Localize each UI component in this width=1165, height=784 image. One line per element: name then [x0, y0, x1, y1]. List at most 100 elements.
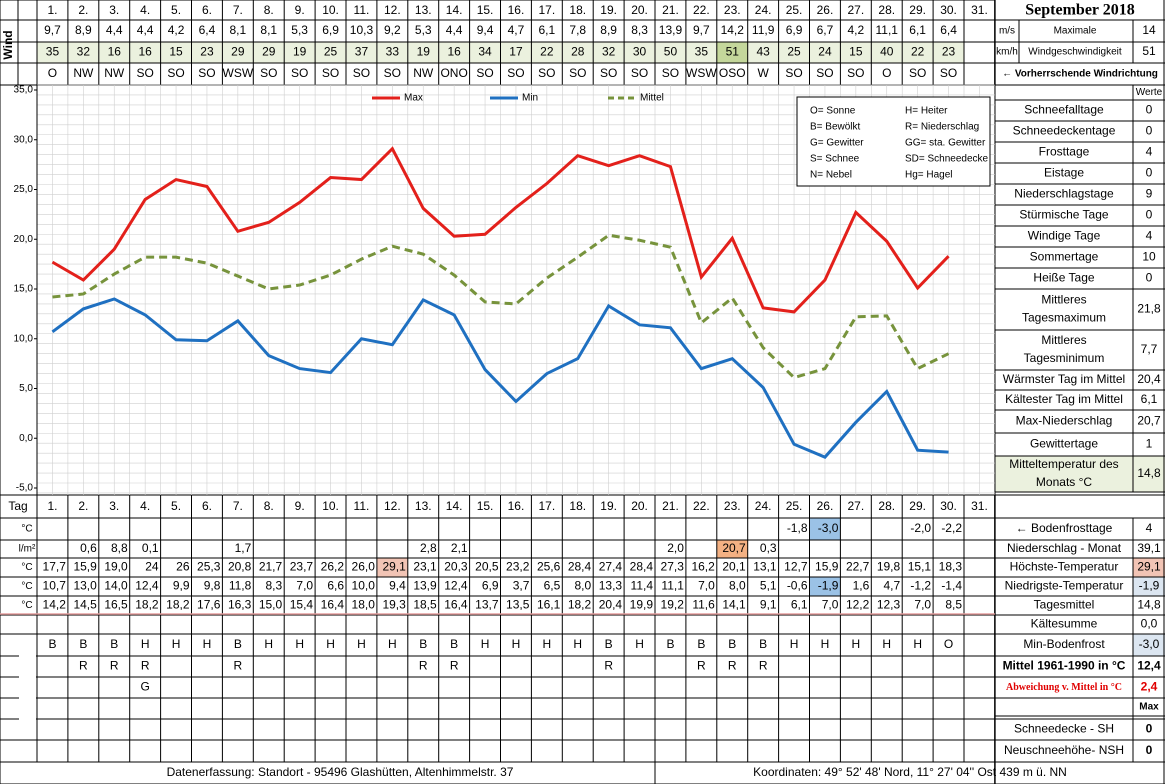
stats-value: 20,7: [1137, 414, 1161, 428]
day-label: 12.: [384, 3, 401, 17]
day-label: 4.: [140, 3, 150, 17]
wind-kmh: 32: [602, 45, 616, 59]
wind-ms: 4,7: [508, 23, 525, 37]
legend-code: H= Heiter: [905, 106, 948, 117]
day-value: 20,4: [599, 598, 623, 612]
wind-direction: SO: [353, 66, 370, 80]
legend-code: O= Sonne: [810, 106, 856, 117]
day-label: 5.: [171, 499, 181, 513]
day-value: 26: [176, 560, 190, 574]
row-label: Tag: [8, 499, 27, 513]
wind-kmh: 25: [324, 45, 338, 59]
day-value: 9,1: [760, 598, 777, 612]
day-label: 28.: [878, 499, 895, 513]
wind-direction: SO: [507, 66, 524, 80]
weather-code: H: [635, 637, 644, 651]
summary-label: Min-Bodenfrost: [1023, 637, 1105, 651]
wind-kmh: 43: [756, 45, 770, 59]
day-value: 7,0: [822, 598, 839, 612]
wind-ms: 8,1: [260, 23, 277, 37]
wind-kmh: 40: [880, 45, 894, 59]
day-label: 25.: [786, 499, 803, 513]
y-tick-label: 0,0: [19, 433, 33, 444]
day-label: 27.: [848, 3, 865, 17]
wind-ms: 6,7: [817, 23, 834, 37]
wind-direction: WSW: [686, 66, 717, 80]
stats-value: 14,8: [1137, 466, 1161, 480]
day-value: 26,0: [352, 560, 376, 574]
stats-label: Gewittertage: [1030, 437, 1098, 451]
y-tick-label: 15,0: [14, 284, 34, 295]
y-tick-label: 25,0: [14, 184, 34, 195]
wind-ms: 9,4: [477, 23, 494, 37]
unit-label: °C: [21, 524, 32, 535]
stats-label: Sommertage: [1030, 250, 1099, 264]
day-value: 6,1: [791, 598, 808, 612]
day-value: 19,2: [661, 598, 685, 612]
day-value: 16,4: [321, 598, 345, 612]
summary-value: 4: [1146, 521, 1153, 535]
day-label: 19.: [600, 3, 617, 17]
day-label: 18.: [569, 499, 586, 513]
summary-value: 14,8: [1137, 598, 1161, 612]
wind-kmh: 51: [726, 45, 740, 59]
day-label: 1.: [47, 3, 57, 17]
legend-code: R= Niederschlag: [905, 122, 979, 133]
day-value: 23,2: [506, 560, 530, 574]
day-value: 18,2: [166, 598, 190, 612]
day-value: -3,0: [818, 521, 839, 535]
stats-label: Schneefalltage: [1024, 103, 1104, 117]
footer-text: Datenerfassung: Standort - 95496 Glashüt…: [167, 765, 514, 779]
day-value: 7,0: [296, 579, 313, 593]
day-label: 24.: [755, 3, 772, 17]
day-label: 5.: [171, 3, 181, 17]
day-label: 27.: [848, 499, 865, 513]
wind-ms: 4,2: [848, 23, 865, 37]
day-label: 11.: [354, 3, 370, 17]
stats-value: 4: [1146, 145, 1153, 159]
stats-label: Schneedeckentage: [1013, 124, 1116, 138]
wind-direction: NW: [73, 66, 94, 80]
y-tick-label: -5,0: [16, 483, 34, 494]
weather-code: B: [48, 637, 56, 651]
stats-value: 1: [1146, 437, 1153, 451]
day-label: 22.: [693, 3, 710, 17]
stats-value: 6,1: [1141, 392, 1158, 406]
wind-ms: 6,1: [909, 23, 926, 37]
summary-label: Niedrigste-Temperatur: [1005, 579, 1124, 593]
wind-ms: 8,1: [230, 23, 247, 37]
day-value: -0,6: [787, 579, 808, 593]
weather-code: H: [882, 637, 891, 651]
wind-kmh: 35: [46, 45, 60, 59]
day-value: 7,0: [698, 579, 715, 593]
day-value: 16,5: [104, 598, 128, 612]
legend-label: Max: [404, 93, 423, 104]
day-value: 11,8: [229, 579, 252, 593]
y-tick-label: 20,0: [14, 234, 34, 245]
wind-kmh: 24: [818, 45, 832, 59]
weather-code: B: [419, 637, 427, 651]
weather-code: B: [110, 637, 118, 651]
day-value: 20,5: [475, 560, 499, 574]
wind-direction: SO: [600, 66, 617, 80]
cell-bg: [376, 558, 408, 577]
day-label: 2.: [78, 3, 88, 17]
summary-value: 0: [1146, 743, 1153, 757]
day-label: 14.: [446, 3, 463, 17]
legend-box: [796, 96, 991, 187]
stats-label: Tagesmaximum: [1022, 311, 1106, 325]
stats-label: Niederschlagstage: [1014, 187, 1114, 201]
day-value: 14,2: [43, 598, 67, 612]
day-value: 0,3: [760, 541, 777, 555]
weather-code: H: [357, 637, 366, 651]
stats-value: 4: [1146, 229, 1153, 243]
weather-code: R: [759, 659, 768, 673]
day-value: 25,6: [537, 560, 561, 574]
wind-direction: O: [882, 66, 891, 80]
day-value: 20,3: [444, 560, 468, 574]
wind-direction: SO: [847, 66, 864, 80]
wind-kmh: 23: [200, 45, 214, 59]
day-value: 8,8: [111, 541, 128, 555]
wind-ms: 6,9: [786, 23, 803, 37]
day-value: 2,0: [667, 541, 684, 555]
